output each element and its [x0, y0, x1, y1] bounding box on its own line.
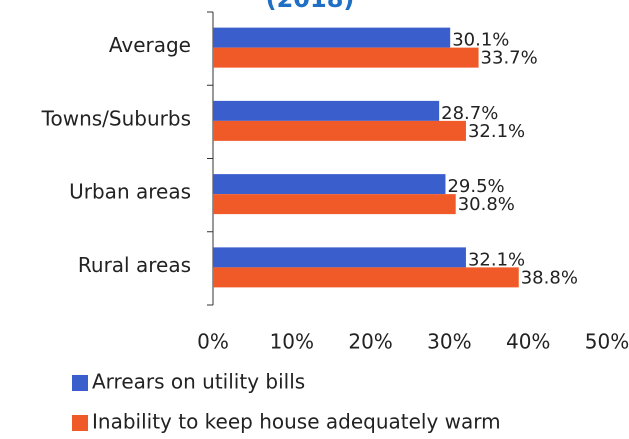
y-tick-label: Rural areas [78, 253, 191, 277]
y-tick-label: Average [109, 33, 191, 57]
bar [213, 47, 479, 68]
value-label: 32.1% [468, 121, 525, 142]
bar [213, 194, 456, 215]
legend-label: Arrears on utility bills [92, 370, 305, 394]
value-label: 38.8% [521, 267, 578, 288]
value-label: 28.7% [441, 103, 498, 124]
y-tick-label: Towns/Suburbs [41, 106, 191, 130]
bar [213, 100, 440, 121]
x-tick-label: 40% [506, 330, 550, 354]
bar [213, 120, 466, 141]
value-label: 32.1% [468, 249, 525, 270]
value-label: 33.7% [481, 48, 538, 69]
bar [213, 174, 446, 195]
x-tick-label: 10% [270, 330, 314, 354]
chart-title: (2018) [266, 0, 355, 13]
x-tick-label: 30% [427, 330, 471, 354]
x-tick-label: 0% [197, 330, 229, 354]
x-tick-label: 50% [585, 330, 629, 354]
y-tick-label: Urban areas [69, 180, 191, 204]
bar [213, 267, 519, 288]
legend-label: Inability to keep house adequately warm [92, 410, 501, 434]
x-tick-label: 20% [348, 330, 392, 354]
legend-swatch [72, 415, 88, 431]
value-label: 29.5% [447, 176, 504, 197]
legend-swatch [72, 375, 88, 391]
bar [213, 27, 451, 48]
value-label: 30.1% [452, 30, 509, 51]
bar [213, 247, 466, 268]
value-label: 30.8% [458, 194, 515, 215]
